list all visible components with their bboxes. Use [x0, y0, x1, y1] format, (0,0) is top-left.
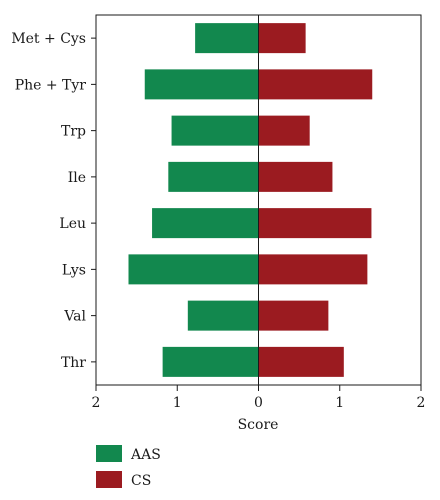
bar-cs-met-cys [258, 23, 306, 54]
category-label: Leu [59, 216, 86, 232]
legend-label-aas: AAS [130, 447, 161, 463]
x-ticks: 2 1 0 1 2 [92, 385, 426, 411]
bar-cs-trp [258, 115, 310, 146]
bar-aas-lys [128, 254, 259, 285]
x-tick-label: 0 [254, 395, 263, 411]
legend: AAS CS [96, 445, 161, 489]
bar-aas-trp [171, 115, 259, 146]
bar-aas-leu [152, 208, 259, 239]
legend-swatch-cs [96, 471, 122, 488]
category-label: Phe + Tyr [15, 77, 87, 93]
category-label: Met + Cys [11, 31, 86, 47]
category-label: Lys [62, 262, 86, 278]
x-axis-label: Score [238, 417, 279, 433]
bar-cs-lys [258, 254, 368, 285]
category-label: Trp [61, 124, 86, 140]
category-label: Val [63, 309, 86, 325]
legend-swatch-aas [96, 445, 122, 462]
category-label: Thr [61, 355, 86, 371]
bar-cs-val [258, 300, 329, 331]
bar-cs-phe-tyr [258, 69, 373, 100]
bar-aas-ile [168, 161, 259, 192]
bar-cs-thr [258, 346, 344, 377]
bar-cs-ile [258, 161, 333, 192]
bar-cs-leu [258, 208, 372, 239]
category-labels: Met + Cys Phe + Tyr Trp Ile Leu Lys Val Thr [11, 31, 86, 371]
x-tick-label: 2 [417, 395, 426, 411]
x-tick-label: 2 [92, 395, 101, 411]
bars-group [128, 23, 373, 377]
bar-aas-thr [162, 346, 259, 377]
x-tick-label: 1 [335, 395, 344, 411]
bar-aas-val [187, 300, 259, 331]
bar-aas-phe-tyr [144, 69, 259, 100]
category-label: Ile [68, 170, 86, 186]
x-tick-label: 1 [173, 395, 182, 411]
bar-aas-met-cys [195, 23, 259, 54]
legend-label-cs: CS [131, 473, 151, 489]
